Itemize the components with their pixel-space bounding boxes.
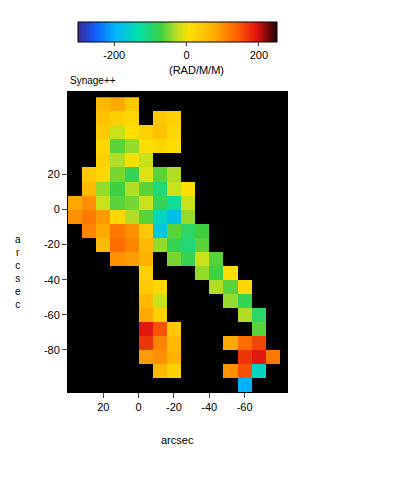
svg-text:-40: -40 <box>44 274 60 286</box>
svg-text:arcsec: arcsec <box>15 234 21 310</box>
svg-text:(RAD/M/M): (RAD/M/M) <box>169 64 224 76</box>
svg-text:20: 20 <box>97 401 109 413</box>
svg-text:-40: -40 <box>201 401 217 413</box>
svg-text:0: 0 <box>183 49 189 61</box>
svg-text:20: 20 <box>48 168 60 180</box>
svg-text:-20: -20 <box>166 401 182 413</box>
svg-text:200: 200 <box>250 49 268 61</box>
svg-text:-200: -200 <box>103 49 125 61</box>
svg-text:arcsec: arcsec <box>161 434 194 446</box>
svg-text:Synage++: Synage++ <box>70 75 116 86</box>
svg-text:0: 0 <box>136 401 142 413</box>
svg-text:0: 0 <box>54 203 60 215</box>
svg-text:-80: -80 <box>44 344 60 356</box>
svg-text:-20: -20 <box>44 238 60 250</box>
svg-text:-60: -60 <box>44 309 60 321</box>
svg-text:-60: -60 <box>237 401 253 413</box>
